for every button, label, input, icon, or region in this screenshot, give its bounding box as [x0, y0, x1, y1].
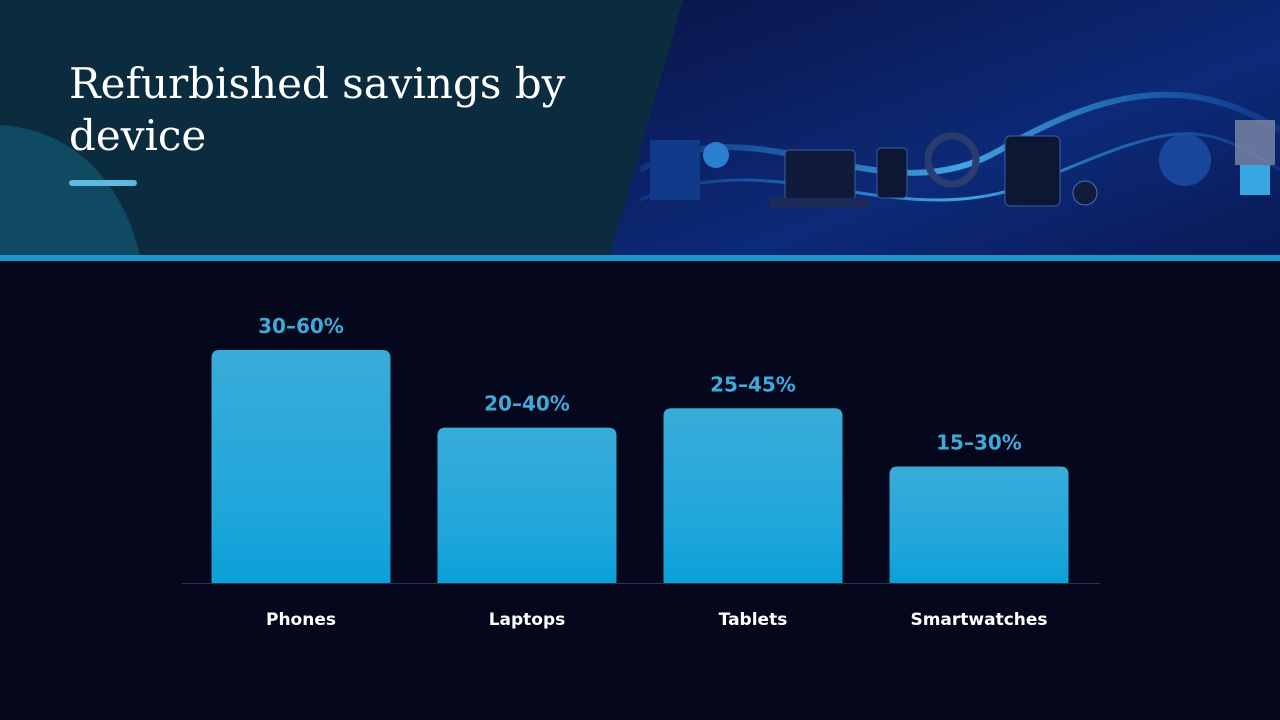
- title-accent: [69, 180, 137, 186]
- decor-sphere: [1159, 134, 1211, 186]
- header-image: [600, 0, 1280, 256]
- decor-cube: [1235, 120, 1275, 165]
- decor-tablet: [1004, 135, 1061, 207]
- decor-headphones: [924, 132, 980, 188]
- value-label: 30–60%: [258, 314, 344, 338]
- decor-phone: [876, 147, 908, 199]
- bar: [663, 408, 843, 583]
- x-tick-label: Phones: [266, 610, 336, 630]
- bar: [211, 350, 391, 583]
- x-tick-label: Tablets: [719, 610, 788, 630]
- decor-laptop: [770, 198, 870, 208]
- decor-wave: [638, 91, 1280, 176]
- decor-laptop: [784, 149, 856, 201]
- value-label: 25–45%: [710, 372, 796, 396]
- chart-title: Refurbished savings by device: [69, 59, 566, 160]
- bar: [889, 466, 1069, 583]
- decor-cube: [650, 140, 700, 200]
- x-tick-label: Smartwatches: [910, 610, 1047, 630]
- value-label: 15–30%: [936, 431, 1022, 455]
- value-label: 20–40%: [484, 392, 570, 416]
- bar: [437, 427, 617, 583]
- decor-cube: [1240, 165, 1270, 195]
- x-tick-label: Laptops: [489, 610, 566, 630]
- decor-sphere: [703, 142, 729, 168]
- header-rule: [0, 255, 1280, 261]
- header-panel: [0, 0, 683, 256]
- decor-watch: [1072, 180, 1098, 206]
- header-art: [600, 0, 1280, 256]
- header-arc: [0, 125, 140, 256]
